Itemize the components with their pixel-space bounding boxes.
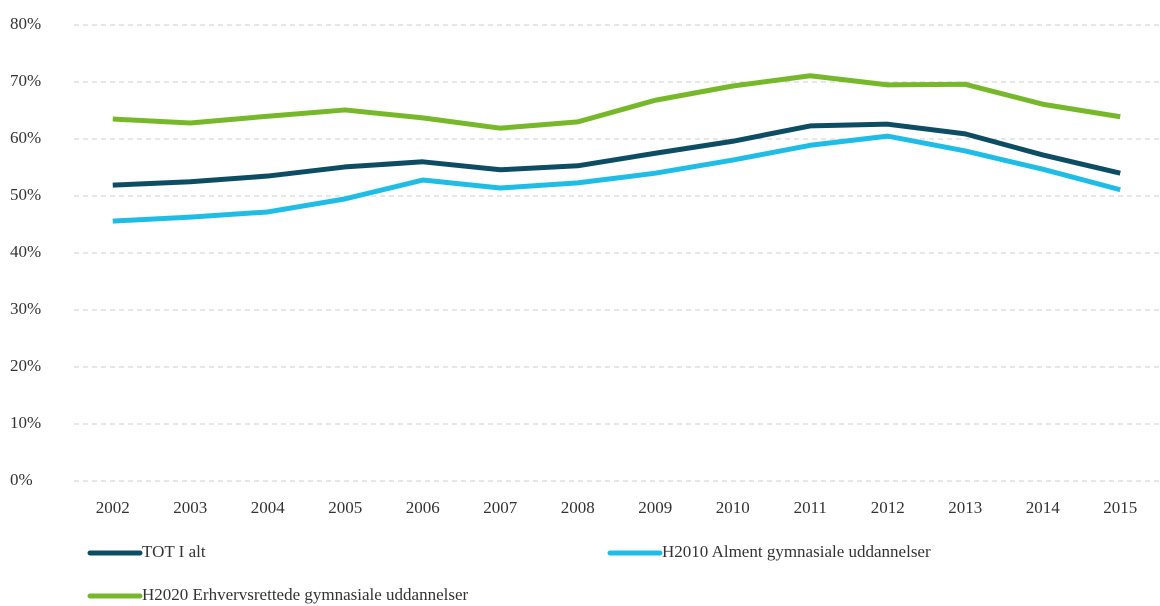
y-tick-label: 10%	[10, 413, 41, 432]
x-tick-label: 2005	[328, 498, 362, 517]
series-line	[112, 133, 1121, 224]
legend-label: TOT I alt	[142, 542, 206, 561]
y-tick-label: 0%	[10, 470, 33, 489]
series-line	[112, 73, 1121, 131]
legend-label: H2010 Alment gymnasiale uddannelser	[662, 542, 931, 561]
x-tick-label: 2003	[173, 498, 207, 517]
y-tick-label: 20%	[10, 356, 41, 375]
x-tick-label: 2012	[871, 498, 905, 517]
x-tick-label: 2015	[1103, 498, 1137, 517]
y-tick-label: 50%	[10, 185, 41, 204]
x-tick-label: 2011	[794, 498, 827, 517]
y-tick-label: 80%	[10, 14, 41, 33]
x-tick-label: 2008	[561, 498, 595, 517]
y-tick-label: 60%	[10, 128, 41, 147]
series-line	[112, 121, 1121, 188]
x-tick-label: 2014	[1026, 498, 1061, 517]
x-tick-label: 2009	[638, 498, 672, 517]
x-tick-label: 2002	[96, 498, 130, 517]
legend-label: H2020 Erhvervsrettede gymnasiale uddanne…	[142, 585, 469, 604]
y-tick-label: 70%	[10, 71, 41, 90]
y-tick-label: 30%	[10, 299, 41, 318]
x-tick-label: 2010	[716, 498, 750, 517]
x-tick-label: 2013	[948, 498, 982, 517]
x-tick-label: 2007	[483, 498, 518, 517]
y-tick-label: 40%	[10, 242, 41, 261]
x-tick-label: 2004	[251, 498, 286, 517]
x-tick-label: 2006	[406, 498, 440, 517]
